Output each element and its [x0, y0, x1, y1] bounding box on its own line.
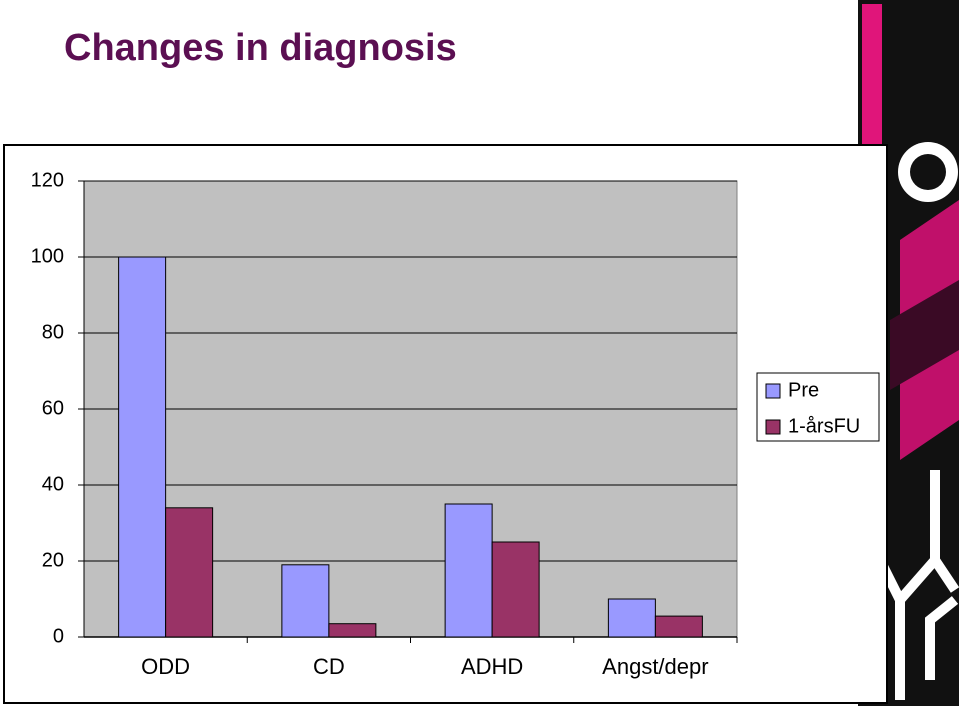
y-tick-label: 60 — [42, 397, 64, 419]
y-tick-label: 40 — [42, 473, 64, 495]
x-tick-label: ODD — [141, 654, 190, 679]
y-tick-label: 80 — [42, 321, 64, 343]
slide-title: Changes in diagnosis — [64, 27, 457, 69]
bar — [328, 623, 377, 638]
bar — [654, 615, 703, 638]
legend-swatch — [765, 419, 781, 435]
x-tick-label: Angst/depr — [602, 654, 708, 679]
legend-swatch — [765, 383, 781, 399]
y-tick-label: 0 — [53, 625, 64, 647]
bar — [281, 564, 330, 638]
y-tick-label: 120 — [31, 169, 64, 191]
y-tick-label: 20 — [42, 549, 64, 571]
legend-label: 1-årsFU — [788, 415, 860, 437]
x-tick-label: CD — [313, 654, 345, 679]
bar — [607, 598, 656, 638]
bar — [165, 507, 214, 638]
bar — [444, 503, 493, 638]
legend-label: Pre — [788, 379, 819, 401]
x-tick-label: ADHD — [461, 654, 523, 679]
y-tick-label: 100 — [31, 245, 64, 267]
bar — [118, 256, 167, 638]
bar — [491, 541, 540, 638]
